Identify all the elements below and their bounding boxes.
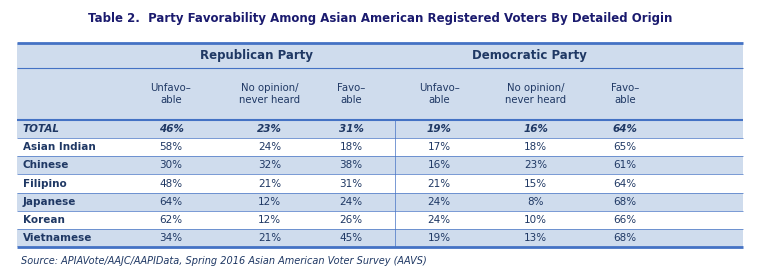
Text: Vietnamese: Vietnamese: [23, 233, 92, 243]
Text: 8%: 8%: [527, 197, 544, 207]
Text: 16%: 16%: [428, 160, 451, 170]
Text: Democratic Party: Democratic Party: [472, 49, 587, 62]
Text: Japanese: Japanese: [23, 197, 76, 207]
Text: 19%: 19%: [428, 233, 451, 243]
Text: 34%: 34%: [160, 233, 182, 243]
Bar: [17, 68, 743, 120]
Text: 18%: 18%: [524, 142, 547, 152]
Bar: [17, 43, 743, 68]
Text: 26%: 26%: [340, 215, 363, 225]
Text: 21%: 21%: [258, 233, 281, 243]
Text: 24%: 24%: [428, 197, 451, 207]
Bar: [17, 156, 743, 174]
Text: 21%: 21%: [258, 179, 281, 189]
Text: 66%: 66%: [613, 215, 636, 225]
Text: TOTAL: TOTAL: [23, 124, 60, 134]
Text: 31%: 31%: [339, 124, 363, 134]
Text: 31%: 31%: [340, 179, 363, 189]
Text: 65%: 65%: [613, 142, 636, 152]
Text: Korean: Korean: [23, 215, 65, 225]
Text: 12%: 12%: [258, 197, 281, 207]
Text: 13%: 13%: [524, 233, 547, 243]
Text: Chinese: Chinese: [23, 160, 69, 170]
Text: 15%: 15%: [524, 179, 547, 189]
Bar: [17, 193, 743, 211]
Bar: [17, 120, 743, 138]
Text: 24%: 24%: [340, 197, 363, 207]
Text: 58%: 58%: [160, 142, 182, 152]
Bar: [17, 138, 743, 156]
Text: 18%: 18%: [340, 142, 363, 152]
Text: 10%: 10%: [524, 215, 547, 225]
Text: 17%: 17%: [428, 142, 451, 152]
Text: Unfavo–
able: Unfavo– able: [150, 83, 192, 105]
Text: 64%: 64%: [613, 124, 637, 134]
Bar: [17, 229, 743, 247]
Text: Republican Party: Republican Party: [201, 49, 313, 62]
Text: 23%: 23%: [258, 124, 282, 134]
Text: 68%: 68%: [613, 233, 636, 243]
Text: 32%: 32%: [258, 160, 281, 170]
Text: 64%: 64%: [160, 197, 182, 207]
Text: 45%: 45%: [340, 233, 363, 243]
Bar: [17, 174, 743, 193]
Text: 64%: 64%: [613, 179, 636, 189]
Text: 23%: 23%: [524, 160, 547, 170]
Text: Source: APIAVote/AAJC/AAPIData, Spring 2016 Asian American Voter Survey (AAVS): Source: APIAVote/AAJC/AAPIData, Spring 2…: [21, 256, 426, 266]
Text: Favo–
able: Favo– able: [337, 83, 366, 105]
Text: 61%: 61%: [613, 160, 636, 170]
Bar: [17, 211, 743, 229]
Text: 46%: 46%: [159, 124, 183, 134]
Text: 21%: 21%: [428, 179, 451, 189]
Text: 68%: 68%: [613, 197, 636, 207]
Text: 19%: 19%: [427, 124, 451, 134]
Text: 12%: 12%: [258, 215, 281, 225]
Text: Favo–
able: Favo– able: [610, 83, 639, 105]
Text: 30%: 30%: [160, 160, 182, 170]
Text: 16%: 16%: [524, 124, 548, 134]
Text: No opinion/
never heard: No opinion/ never heard: [239, 83, 300, 105]
Text: 62%: 62%: [160, 215, 182, 225]
Text: Asian Indian: Asian Indian: [23, 142, 96, 152]
Text: Table 2.  Party Favorability Among Asian American Registered Voters By Detailed : Table 2. Party Favorability Among Asian …: [88, 12, 672, 25]
Text: 48%: 48%: [160, 179, 182, 189]
Text: 24%: 24%: [428, 215, 451, 225]
Text: No opinion/
never heard: No opinion/ never heard: [505, 83, 566, 105]
Text: 38%: 38%: [340, 160, 363, 170]
Text: Filipino: Filipino: [23, 179, 67, 189]
Text: 24%: 24%: [258, 142, 281, 152]
Text: Unfavo–
able: Unfavo– able: [419, 83, 460, 105]
